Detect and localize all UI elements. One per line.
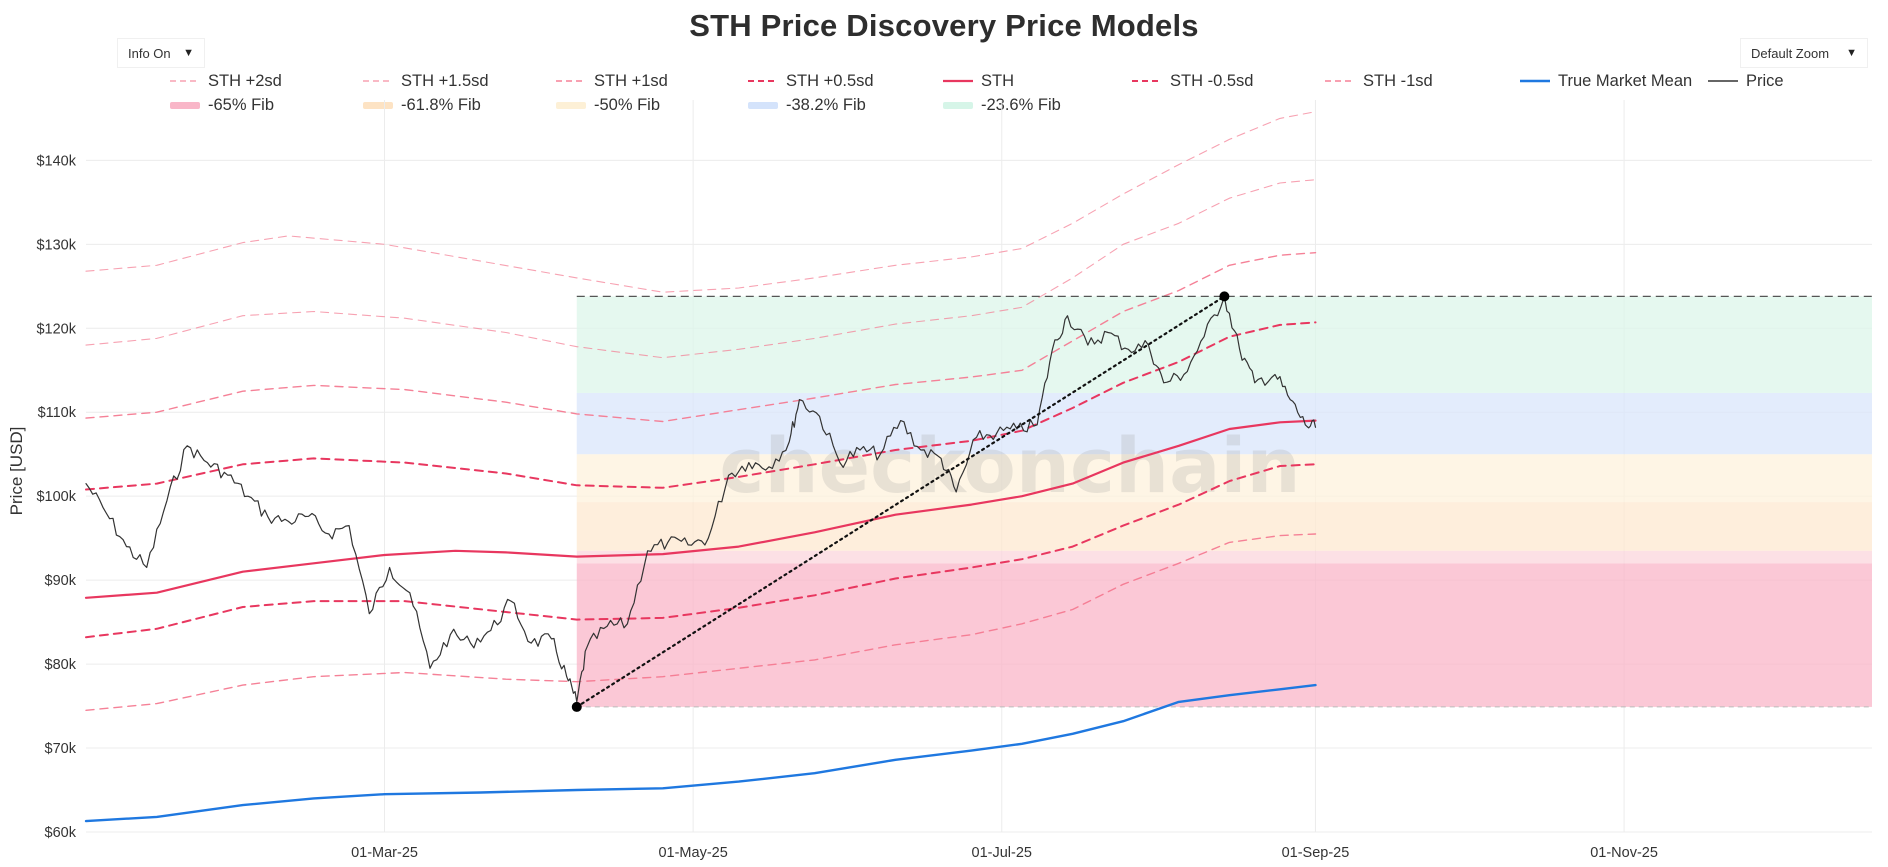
- zoom-dropdown[interactable]: Default Zoom ▼: [1740, 38, 1868, 68]
- legend-swatch: [363, 102, 393, 109]
- y-tick-label: $100k: [36, 489, 76, 505]
- series-line-sth-1sd: [85, 252, 1317, 423]
- legend-swatch: [1132, 80, 1162, 82]
- legend-item-sth-1-5sd[interactable]: STH +1.5sd: [363, 70, 489, 92]
- legend-item-23-6-fib[interactable]: -23.6% Fib: [943, 94, 1061, 116]
- series-line-sth-1-5sd: [85, 179, 1317, 359]
- legend-item-50-fib[interactable]: -50% Fib: [556, 94, 660, 116]
- legend-item-38-2-fib[interactable]: -38.2% Fib: [748, 94, 866, 116]
- legend-swatch: [170, 102, 200, 109]
- legend-item-61-8-fib[interactable]: -61.8% Fib: [363, 94, 481, 116]
- y-tick-label: $140k: [36, 153, 76, 169]
- info-dropdown-label: Info On: [128, 45, 171, 61]
- fib-zone: [576, 296, 1872, 393]
- x-tick-label: 01-May-25: [658, 845, 727, 861]
- series-line-sth-2sd: [85, 111, 1317, 293]
- x-tick-label: 01-Jul-25: [972, 845, 1032, 861]
- x-tick-label: 01-Mar-25: [351, 845, 418, 861]
- legend-label: STH +2sd: [208, 71, 282, 90]
- legend-item-sth-1sd[interactable]: STH -1sd: [1325, 70, 1433, 92]
- legend-label: STH +0.5sd: [786, 71, 874, 90]
- legend-label: True Market Mean: [1558, 71, 1693, 90]
- series-line-sth-0-5sd: [85, 321, 1317, 491]
- legend-label: -38.2% Fib: [786, 95, 866, 114]
- series-line-sth-1sd: [85, 533, 1317, 711]
- legend-label: -61.8% Fib: [401, 95, 481, 114]
- chevron-down-icon: ▼: [183, 47, 194, 59]
- legend-item-price[interactable]: Price: [1708, 70, 1784, 92]
- legend-swatch: [556, 102, 586, 109]
- high-point-marker: [1219, 291, 1230, 302]
- x-tick-label: 01-Sep-25: [1282, 845, 1350, 861]
- x-tick-label: 01-Nov-25: [1590, 845, 1658, 861]
- legend-item-sth-0-5sd[interactable]: STH -0.5sd: [1132, 70, 1253, 92]
- legend-item-true-market-mean[interactable]: True Market Mean: [1520, 70, 1692, 92]
- legend-item-sth-0-5sd[interactable]: STH +0.5sd: [748, 70, 874, 92]
- legend-item-sth-2sd[interactable]: STH +2sd: [170, 70, 282, 92]
- legend-swatch: [748, 102, 778, 109]
- chevron-down-icon: ▼: [1846, 47, 1857, 59]
- legend-label: STH: [981, 71, 1014, 90]
- legend-label: Price: [1746, 71, 1784, 90]
- low-point-marker: [571, 701, 582, 712]
- y-tick-label: $130k: [36, 237, 76, 253]
- y-tick-label: $90k: [45, 573, 77, 589]
- legend-label: -65% Fib: [208, 95, 275, 114]
- legend-swatch: [363, 80, 393, 82]
- legend-swatch: [748, 80, 778, 82]
- fib-zone: [576, 550, 1872, 564]
- legend-swatch: [1325, 80, 1355, 82]
- legend-item-sth[interactable]: STH: [943, 70, 1014, 92]
- legend-swatch: [943, 79, 973, 83]
- legend-item-65-fib[interactable]: -65% Fib: [170, 94, 274, 116]
- y-tick-label: $110k: [38, 405, 77, 421]
- fib-zone: [576, 563, 1872, 707]
- y-tick-label: $80k: [45, 657, 77, 673]
- y-tick-label: $60k: [45, 825, 77, 841]
- legend-label: STH +1sd: [594, 71, 668, 90]
- series-line-sth: [84, 419, 1317, 599]
- series-line-true-market-mean: [84, 683, 1317, 823]
- legend-swatch: [943, 102, 973, 109]
- y-tick-label: $70k: [45, 741, 77, 757]
- legend-label: STH +1.5sd: [401, 71, 489, 90]
- legend-swatch: [1708, 80, 1738, 82]
- y-tick-label: $120k: [36, 321, 76, 337]
- chart-title: STH Price Discovery Price Models: [689, 8, 1199, 43]
- legend-swatch: [556, 80, 586, 82]
- series-line-sth-0-5sd: [85, 463, 1317, 639]
- legend-swatch: [170, 80, 200, 82]
- legend-label: -23.6% Fib: [981, 95, 1061, 114]
- y-axis-label: Price [USD]: [7, 427, 26, 516]
- fib-zone: [576, 502, 1872, 551]
- legend-swatch: [1520, 79, 1550, 83]
- fib-zone: [576, 454, 1872, 503]
- legend-item-sth-1sd[interactable]: STH +1sd: [556, 70, 668, 92]
- series-line-price: [85, 295, 1317, 703]
- legend-label: STH -1sd: [1363, 71, 1433, 90]
- trend-dotted-line: [575, 295, 1226, 709]
- watermark: checkonchain: [719, 421, 1300, 510]
- info-dropdown[interactable]: Info On ▼: [117, 38, 205, 68]
- legend-label: STH -0.5sd: [1170, 71, 1254, 90]
- zoom-dropdown-label: Default Zoom: [1751, 45, 1830, 61]
- legend-label: -50% Fib: [594, 95, 661, 114]
